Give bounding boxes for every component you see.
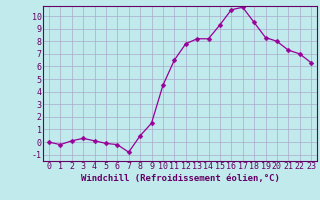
X-axis label: Windchill (Refroidissement éolien,°C): Windchill (Refroidissement éolien,°C) <box>81 174 279 183</box>
